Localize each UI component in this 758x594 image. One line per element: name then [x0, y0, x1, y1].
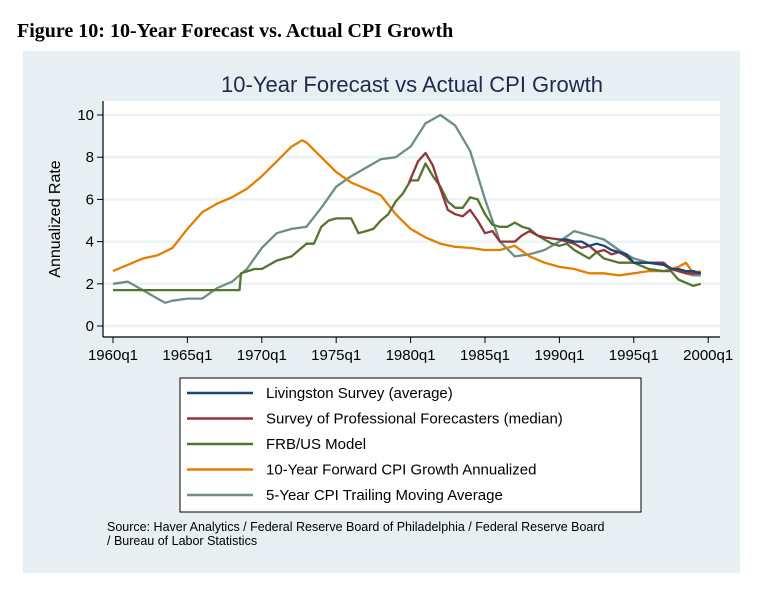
y-axis-title: Annualized Rate	[47, 160, 64, 278]
legend-box	[179, 377, 642, 513]
figure-caption: Figure 10: 10-Year Forecast vs. Actual C…	[17, 20, 454, 42]
series-line-frb-us-model	[113, 162, 702, 292]
x-tick-label: 1975q1	[311, 347, 361, 364]
y-tick-label: 4	[86, 234, 94, 251]
legend-label: 10-Year Forward CPI Growth Annualized	[266, 462, 536, 479]
x-tick-label: 1995q1	[609, 347, 659, 364]
axes: 0 2 4 6 8 10 1960q1 1965q1 1970q1 1975q1 1980q1 198…	[77, 101, 733, 364]
legend-label: Livingston Survey (average)	[266, 385, 453, 402]
source-line-1: Source: Haver Analytics / Federal Reserv…	[107, 520, 605, 534]
x-tick-label: 1970q1	[237, 347, 287, 364]
source-note: Source: Haver Analytics / Federal Reserv…	[107, 520, 727, 548]
x-tick-label: 1960q1	[88, 347, 138, 364]
legend-label: 5-Year CPI Trailing Moving Average	[266, 487, 503, 504]
gridlines	[103, 113, 720, 328]
plot-area	[103, 101, 720, 337]
x-tick-label: 1990q1	[534, 347, 584, 364]
y-tick-label: 8	[86, 149, 94, 166]
series-line-5-year-cpi-trailing-moving-average	[112, 113, 701, 304]
x-tick-label: 1965q1	[162, 347, 212, 364]
x-tick-label: 2000q1	[683, 347, 733, 364]
source-line-2: / Bureau of Labor Statistics	[107, 534, 258, 548]
series-line-10-year-forward-cpi-growth-annualized	[112, 139, 702, 277]
series-lines	[112, 113, 702, 304]
series-line-livingston-survey-average	[559, 238, 702, 275]
legend-label: Survey of Professional Forecasters (medi…	[266, 411, 563, 428]
y-tick-label: 6	[86, 191, 94, 208]
y-tick-label: 2	[86, 276, 94, 293]
x-tick-label: 1980q1	[386, 347, 436, 364]
legend: Livingston Survey (average) Survey of Pro…	[179, 377, 642, 513]
y-tick-label: 0	[86, 318, 94, 335]
y-tick-label: 10	[77, 107, 94, 124]
legend-label: FRB/US Model	[266, 436, 366, 453]
x-tick-label: 1985q1	[460, 347, 510, 364]
chart-title: 10-Year Forecast vs Actual CPI Growth	[221, 72, 603, 97]
